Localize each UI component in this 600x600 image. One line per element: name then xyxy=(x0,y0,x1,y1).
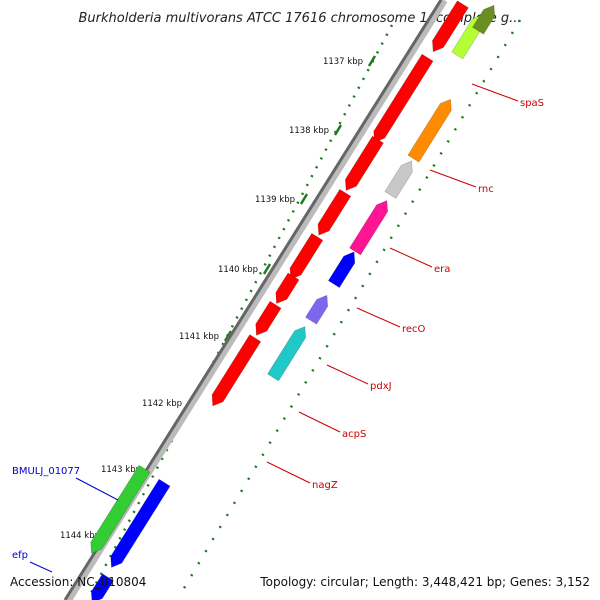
gene-label-era: era xyxy=(434,264,450,275)
gene-rnc xyxy=(407,98,452,163)
gene-feature xyxy=(275,272,300,304)
leader-line-bmulj-01077 xyxy=(75,477,119,501)
leader-line-era xyxy=(389,247,433,268)
leader-line-spas xyxy=(471,83,519,102)
scale-tick xyxy=(333,124,343,136)
leader-line-reco xyxy=(356,307,401,328)
gene-label-efp: efp xyxy=(12,550,28,561)
gene-nagz xyxy=(267,326,306,382)
gene-efp xyxy=(91,573,114,600)
scale-tick xyxy=(223,330,233,342)
gene-pdxj xyxy=(327,251,356,288)
scale-label-1144-kbp: 1144 kbp xyxy=(60,531,100,541)
topology-text: Topology: circular; Length: 3,448,421 bp… xyxy=(259,575,590,589)
scale-label-1141-kbp: 1141 kbp xyxy=(179,332,219,342)
gene-feature xyxy=(373,53,434,143)
leader-line-efp xyxy=(29,561,53,573)
gene-bmulj-01077 xyxy=(90,464,151,554)
scale-label-1142-kbp: 1142 kbp xyxy=(142,399,182,409)
scale-label-1143-kbp: 1143 kbp xyxy=(101,465,141,475)
gene-label-reco: recO xyxy=(402,324,426,335)
scale-ticks: 1137 kbp 1138 kbp 1139 kbp 1140 kbp 1141 kbp… xyxy=(60,55,377,541)
gene-label-pdxj: pdxJ xyxy=(370,381,392,392)
leader-line-acps xyxy=(298,411,341,433)
gene-feature xyxy=(317,188,352,236)
scale-tick xyxy=(299,193,309,205)
scale-label-1139-kbp: 1139 kbp xyxy=(255,195,295,205)
scale-track-outer xyxy=(88,24,394,596)
gene-era xyxy=(384,160,413,199)
leader-line-nagz xyxy=(266,461,311,484)
scale-label-1137-kbp: 1137 kbp xyxy=(323,57,363,67)
scale-tick xyxy=(367,55,377,67)
gene-feature xyxy=(211,334,262,407)
gene-feature xyxy=(345,135,384,191)
accession-text: Accession: NC_010804 xyxy=(10,575,146,589)
gene-feature xyxy=(432,0,469,53)
gene-feature xyxy=(110,478,171,568)
gene-label-acps: acpS xyxy=(342,429,366,440)
scale-label-1138-kbp: 1138 kbp xyxy=(289,126,329,136)
gene-feature xyxy=(255,300,282,336)
leader-line-rnc xyxy=(429,169,477,188)
map-title: Burkholderia multivorans ATCC 17616 chro… xyxy=(79,11,522,26)
gene-feature xyxy=(472,4,495,35)
scale-tick xyxy=(262,263,272,275)
leader-line-pdxj xyxy=(326,364,369,385)
scale-label-1140-kbp: 1140 kbp xyxy=(218,265,258,275)
gene-label-spas: spaS xyxy=(520,98,544,109)
gene-label-bmulj-01077: BMULJ_01077 xyxy=(12,466,80,477)
gene-acps xyxy=(305,294,328,325)
gene-track xyxy=(90,0,495,600)
gene-label-nagz: nagZ xyxy=(312,480,338,491)
gene-label-rnc: rnc xyxy=(478,184,494,195)
gene-feature xyxy=(289,232,324,280)
gene-reco xyxy=(349,200,388,256)
